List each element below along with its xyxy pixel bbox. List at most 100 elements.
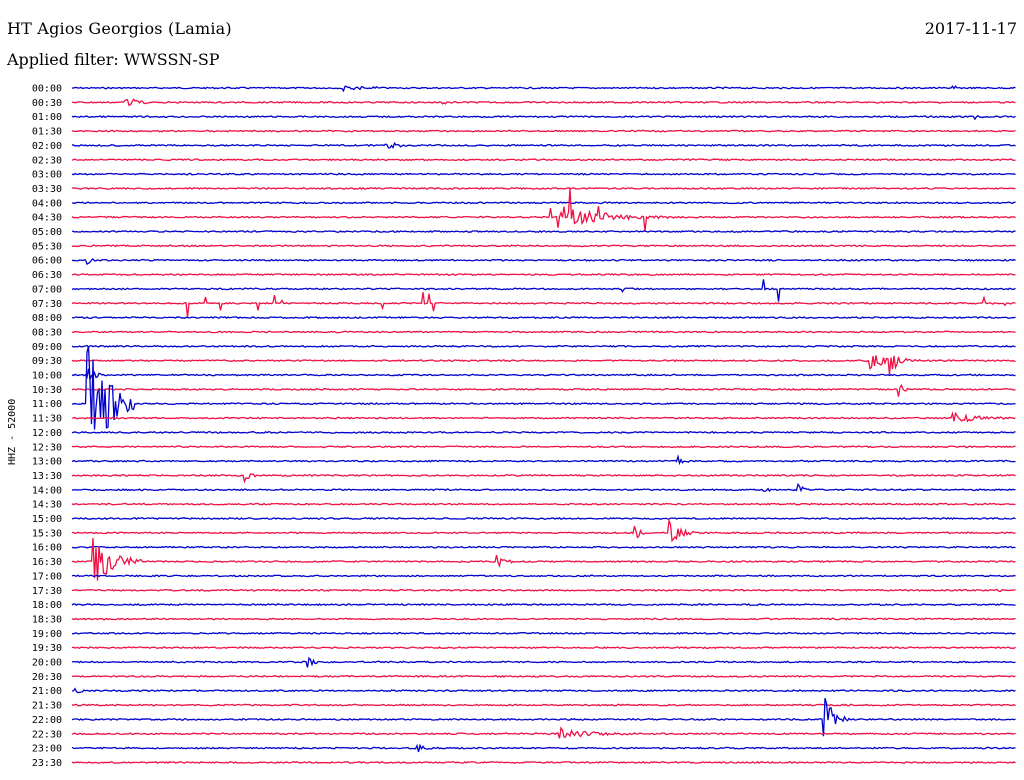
trace-row [71, 201, 1016, 205]
row-time-label: 00:00 [32, 84, 62, 95]
row-time-label: 23:30 [32, 758, 62, 769]
filter-label: Applied filter: WWSSN-SP [7, 50, 220, 69]
trace-row [71, 186, 1016, 190]
trace-row [71, 257, 1016, 265]
row-time-label: 05:30 [32, 241, 62, 252]
row-time-label: 17:30 [32, 586, 62, 597]
row-time-label: 04:00 [32, 198, 62, 209]
trace-row [71, 172, 1016, 176]
trace-row [71, 617, 1016, 621]
trace-row [71, 698, 1016, 737]
row-time-label: 12:00 [32, 428, 62, 439]
trace-row [71, 188, 1016, 232]
trace-row [71, 383, 1016, 397]
trace-row [71, 344, 1016, 348]
trace-row [71, 244, 1016, 248]
row-time-label: 14:30 [32, 500, 62, 511]
date-label: 2017-11-17 [924, 19, 1017, 38]
row-time-label: 06:30 [32, 270, 62, 281]
trace-row [71, 743, 1016, 753]
trace-row [71, 229, 1016, 234]
row-time-label: 14:00 [32, 485, 62, 496]
trace-row [71, 430, 1016, 434]
trace-row [71, 588, 1016, 593]
row-time-label: 07:30 [32, 299, 62, 310]
trace-row [71, 85, 1016, 93]
row-time-label: 19:30 [32, 643, 62, 654]
trace-row [71, 454, 1016, 466]
row-time-label: 18:00 [32, 600, 62, 611]
trace-row [71, 346, 1016, 430]
row-time-label: 16:00 [32, 543, 62, 554]
trace-row [71, 545, 1016, 549]
trace-row [71, 273, 1016, 277]
y-axis-label: HHZ - 52000 [7, 399, 18, 465]
row-time-label: 22:00 [32, 715, 62, 726]
trace-row [71, 292, 1016, 318]
row-time-label: 11:30 [32, 414, 62, 425]
trace-row [71, 279, 1016, 302]
trace-row [71, 330, 1016, 334]
row-time-label: 06:00 [32, 256, 62, 267]
row-time-label: 11:00 [32, 399, 62, 410]
trace-row [71, 656, 1016, 668]
trace-row [71, 518, 1016, 543]
row-time-label: 04:30 [32, 213, 62, 224]
row-time-label: 10:00 [32, 371, 62, 382]
row-time-label: 00:30 [32, 98, 62, 109]
trace-row [71, 603, 1016, 607]
row-time-label: 13:00 [32, 457, 62, 468]
row-time-label: 01:30 [32, 127, 62, 138]
row-time-label: 16:30 [32, 557, 62, 568]
row-time-label: 22:30 [32, 729, 62, 740]
trace-row [71, 129, 1016, 133]
trace-row [71, 574, 1016, 578]
trace-row [71, 726, 1016, 739]
row-time-label: 08:00 [32, 313, 62, 324]
row-time-label: 08:30 [32, 327, 62, 338]
trace-row [71, 631, 1016, 635]
trace-row [71, 355, 1016, 375]
trace-row [71, 158, 1016, 162]
trace-row [71, 687, 1016, 694]
trace-row [71, 517, 1016, 521]
row-time-label: 19:00 [32, 629, 62, 640]
row-time-label: 13:30 [32, 471, 62, 482]
row-time-label: 03:00 [32, 170, 62, 181]
row-time-label: 05:00 [32, 227, 62, 238]
trace-row [71, 114, 1016, 121]
row-time-label: 07:00 [32, 284, 62, 295]
row-time-label: 15:30 [32, 528, 62, 539]
row-time-label: 23:00 [32, 744, 62, 755]
row-time-label: 02:30 [32, 155, 62, 166]
trace-row [71, 538, 1016, 581]
trace-row [71, 445, 1016, 449]
trace-row [72, 411, 1016, 423]
row-time-label: 17:00 [32, 571, 62, 582]
row-time-label: 03:30 [32, 184, 62, 195]
row-time-label: 09:00 [32, 342, 62, 353]
row-time-label: 10:30 [32, 385, 62, 396]
trace-row [71, 482, 1016, 493]
trace-row [71, 502, 1016, 506]
row-time-label: 02:00 [32, 141, 62, 152]
station-title: HT Agios Georgios (Lamia) [7, 19, 232, 38]
trace-row [71, 368, 1016, 382]
row-time-label: 15:00 [32, 514, 62, 525]
trace-row [71, 760, 1016, 765]
row-time-label: 01:00 [32, 112, 62, 123]
row-time-label: 20:00 [32, 658, 62, 669]
trace-row [71, 703, 1016, 707]
trace-row [71, 141, 1016, 149]
row-time-label: 12:30 [32, 442, 62, 453]
trace-row [71, 98, 1016, 107]
trace-row [71, 316, 1016, 320]
trace-row [71, 674, 1016, 678]
row-time-label: 21:30 [32, 701, 62, 712]
trace-row [71, 646, 1016, 650]
row-time-label: 18:30 [32, 614, 62, 625]
row-time-label: 20:30 [32, 672, 62, 683]
row-time-label: 09:30 [32, 356, 62, 367]
row-time-label: 21:00 [32, 686, 62, 697]
